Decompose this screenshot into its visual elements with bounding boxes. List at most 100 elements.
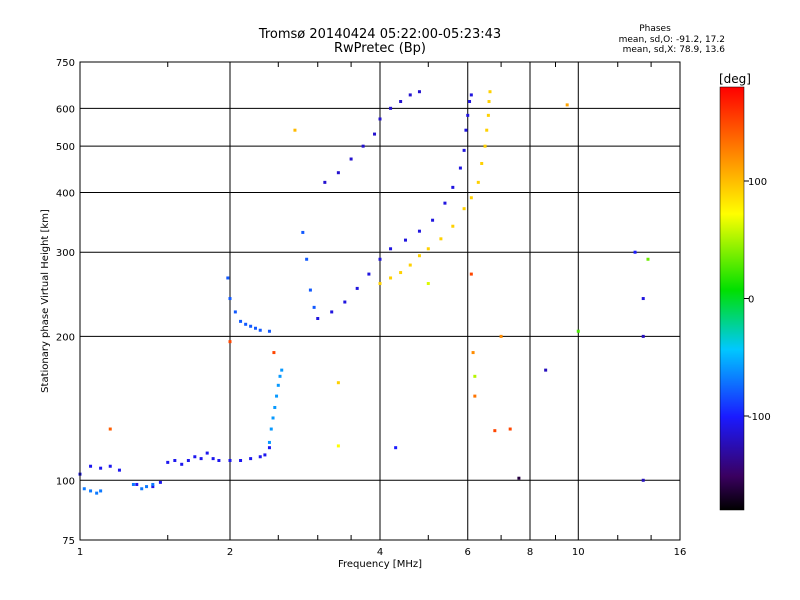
data-point <box>305 257 309 261</box>
phases-stats-o: mean, sd,O: -91.2, 17.2 <box>619 35 725 45</box>
data-point <box>135 482 139 486</box>
data-point <box>336 171 340 175</box>
chart-title: Tromsø 20140424 05:22:00-05:23:43 <box>258 27 501 42</box>
data-point <box>239 319 243 323</box>
data-point <box>355 286 359 290</box>
data-point <box>641 297 645 301</box>
phases-title: Phases <box>639 24 671 34</box>
x-tick-label: 6 <box>465 547 471 558</box>
x-tick-label: 2 <box>227 547 233 558</box>
y-tick-label: 300 <box>56 248 75 259</box>
data-point <box>439 237 443 241</box>
data-point <box>565 103 569 107</box>
data-point <box>89 464 93 468</box>
chart-subtitle: RwPretec (Bp) <box>334 41 426 56</box>
data-point <box>217 458 221 462</box>
data-point <box>108 427 112 431</box>
data-point <box>633 250 637 254</box>
data-point <box>89 489 93 493</box>
data-point <box>431 218 435 222</box>
data-point <box>271 416 275 420</box>
data-point <box>228 297 232 301</box>
data-point <box>378 257 382 261</box>
data-point <box>99 489 103 493</box>
data-point <box>389 276 393 280</box>
data-point <box>267 440 271 444</box>
data-point <box>205 451 209 455</box>
data-point <box>108 464 112 468</box>
colorbar-tick-label: -100 <box>748 412 771 423</box>
data-point <box>378 282 382 286</box>
data-point <box>361 144 365 148</box>
data-point <box>180 462 184 466</box>
points-layer <box>78 90 650 495</box>
colorbar-label: [deg] <box>719 72 751 86</box>
data-point <box>485 128 489 132</box>
x-tick-label: 4 <box>377 547 383 558</box>
grid-layer <box>80 62 680 540</box>
x-tick-label: 8 <box>527 547 533 558</box>
y-tick-label: 75 <box>62 536 75 547</box>
data-point <box>466 113 470 117</box>
data-point <box>244 322 248 326</box>
y-axis-label: Stationary phase Virtual Height [km] <box>40 209 51 393</box>
data-point <box>443 201 447 205</box>
data-point <box>186 458 190 462</box>
data-point <box>273 405 277 409</box>
data-point <box>226 276 230 280</box>
data-point <box>486 113 490 117</box>
data-point <box>399 271 403 275</box>
ticks-layer: 1 2 4 6 8 10 16 75 100 200 300 400 500 600 750 <box>56 58 686 558</box>
data-point <box>451 224 455 228</box>
data-point <box>312 305 316 309</box>
data-point <box>468 100 472 104</box>
data-point <box>367 272 371 276</box>
data-point <box>316 316 320 320</box>
data-point <box>343 300 347 304</box>
data-point <box>464 128 468 132</box>
data-point <box>258 328 262 332</box>
data-point <box>408 263 412 267</box>
data-point <box>263 453 267 457</box>
colorbar-tick-label: 0 <box>748 295 754 306</box>
data-point <box>399 100 403 104</box>
data-point <box>278 374 282 378</box>
data-point <box>323 180 327 184</box>
data-point <box>82 487 86 491</box>
y-tick-label: 100 <box>56 476 75 487</box>
data-point <box>473 374 477 378</box>
data-point <box>239 458 243 462</box>
data-point <box>408 93 412 97</box>
colorbar <box>719 86 745 511</box>
data-point <box>151 485 155 489</box>
data-point <box>233 310 237 314</box>
data-point <box>517 476 521 480</box>
data-point <box>158 480 162 484</box>
data-point <box>462 207 466 211</box>
data-point <box>646 257 650 261</box>
data-point <box>193 455 197 459</box>
data-point <box>473 394 477 398</box>
data-point <box>373 132 377 136</box>
data-point <box>272 351 276 355</box>
data-point <box>95 491 99 495</box>
data-point <box>199 457 203 461</box>
data-point <box>493 429 497 433</box>
data-point <box>253 326 257 330</box>
data-point <box>487 100 491 104</box>
data-point <box>301 230 305 234</box>
data-point <box>249 457 253 461</box>
data-point <box>99 466 103 470</box>
data-point <box>488 90 492 94</box>
data-point <box>275 394 279 398</box>
data-point <box>469 196 473 200</box>
data-point <box>276 383 280 387</box>
y-tick-label: 600 <box>56 104 75 115</box>
data-point <box>173 458 177 462</box>
data-point <box>641 334 645 338</box>
data-point <box>508 427 512 431</box>
data-point <box>389 247 393 251</box>
data-point <box>462 148 466 152</box>
y-tick-label: 400 <box>56 188 75 199</box>
